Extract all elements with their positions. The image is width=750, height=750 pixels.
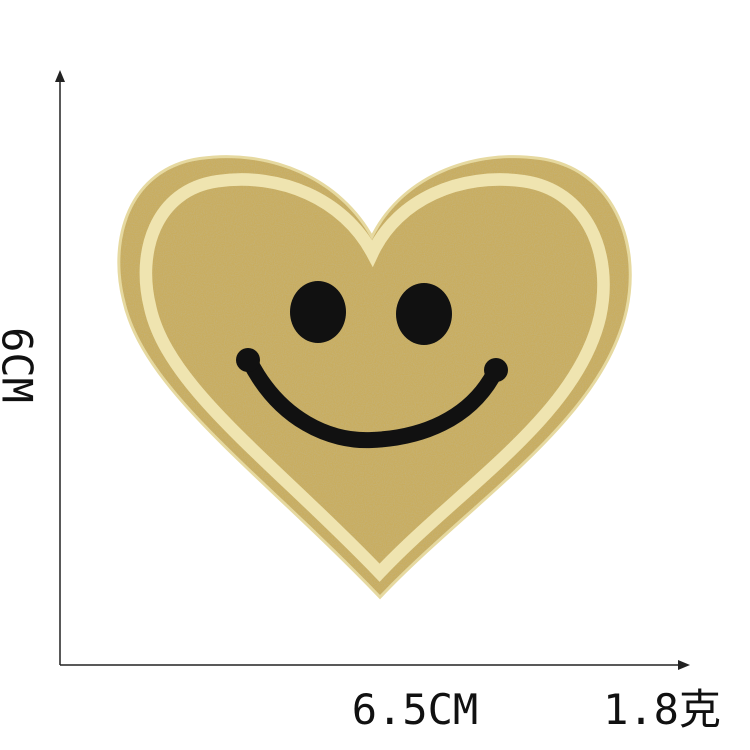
- height-label: 6CM: [0, 327, 42, 403]
- width-label: 6.5CM: [352, 685, 478, 734]
- weight-label: 1.8克: [603, 685, 721, 734]
- right-eye: [396, 283, 452, 345]
- left-eye: [290, 281, 346, 343]
- dimension-axes: [55, 70, 690, 670]
- heart-patch: [120, 158, 628, 595]
- smile: [242, 354, 503, 449]
